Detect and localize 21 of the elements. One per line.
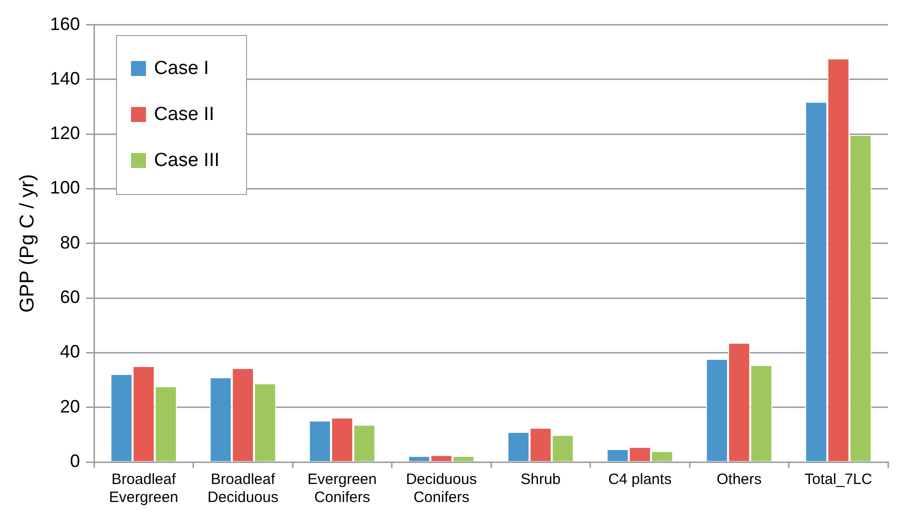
y-tick-label: 0 <box>70 450 80 471</box>
x-tick-label: Shrub <box>520 471 561 488</box>
x-tick-label: Deciduous Conifers <box>406 471 477 506</box>
legend-label: Case III <box>154 150 220 172</box>
y-axis-title: GPP (Pg C / yr) <box>16 174 39 313</box>
y-tick-label: 80 <box>60 232 80 252</box>
x-tick-label: Broadleaf Deciduous <box>207 471 278 506</box>
y-tick-label: 40 <box>60 342 80 362</box>
x-tick-label: Broadleaf Evergreen <box>109 471 178 506</box>
legend-label: Case II <box>154 104 214 126</box>
y-tick-label: 100 <box>50 178 80 198</box>
y-tick-label: 60 <box>60 287 80 308</box>
y-tick-label: 120 <box>50 123 80 144</box>
y-tick-label: 140 <box>50 68 80 88</box>
y-tick-label: 20 <box>60 396 80 416</box>
x-tick-label: Total_7LC <box>804 471 872 488</box>
y-tick-label: 160 <box>50 14 80 34</box>
x-tick-label: C4 plants <box>608 471 672 488</box>
legend-label: Case I <box>154 58 209 80</box>
x-tick-label: Others <box>716 471 762 488</box>
x-tick-label: Evergreen Conifers <box>308 471 377 506</box>
